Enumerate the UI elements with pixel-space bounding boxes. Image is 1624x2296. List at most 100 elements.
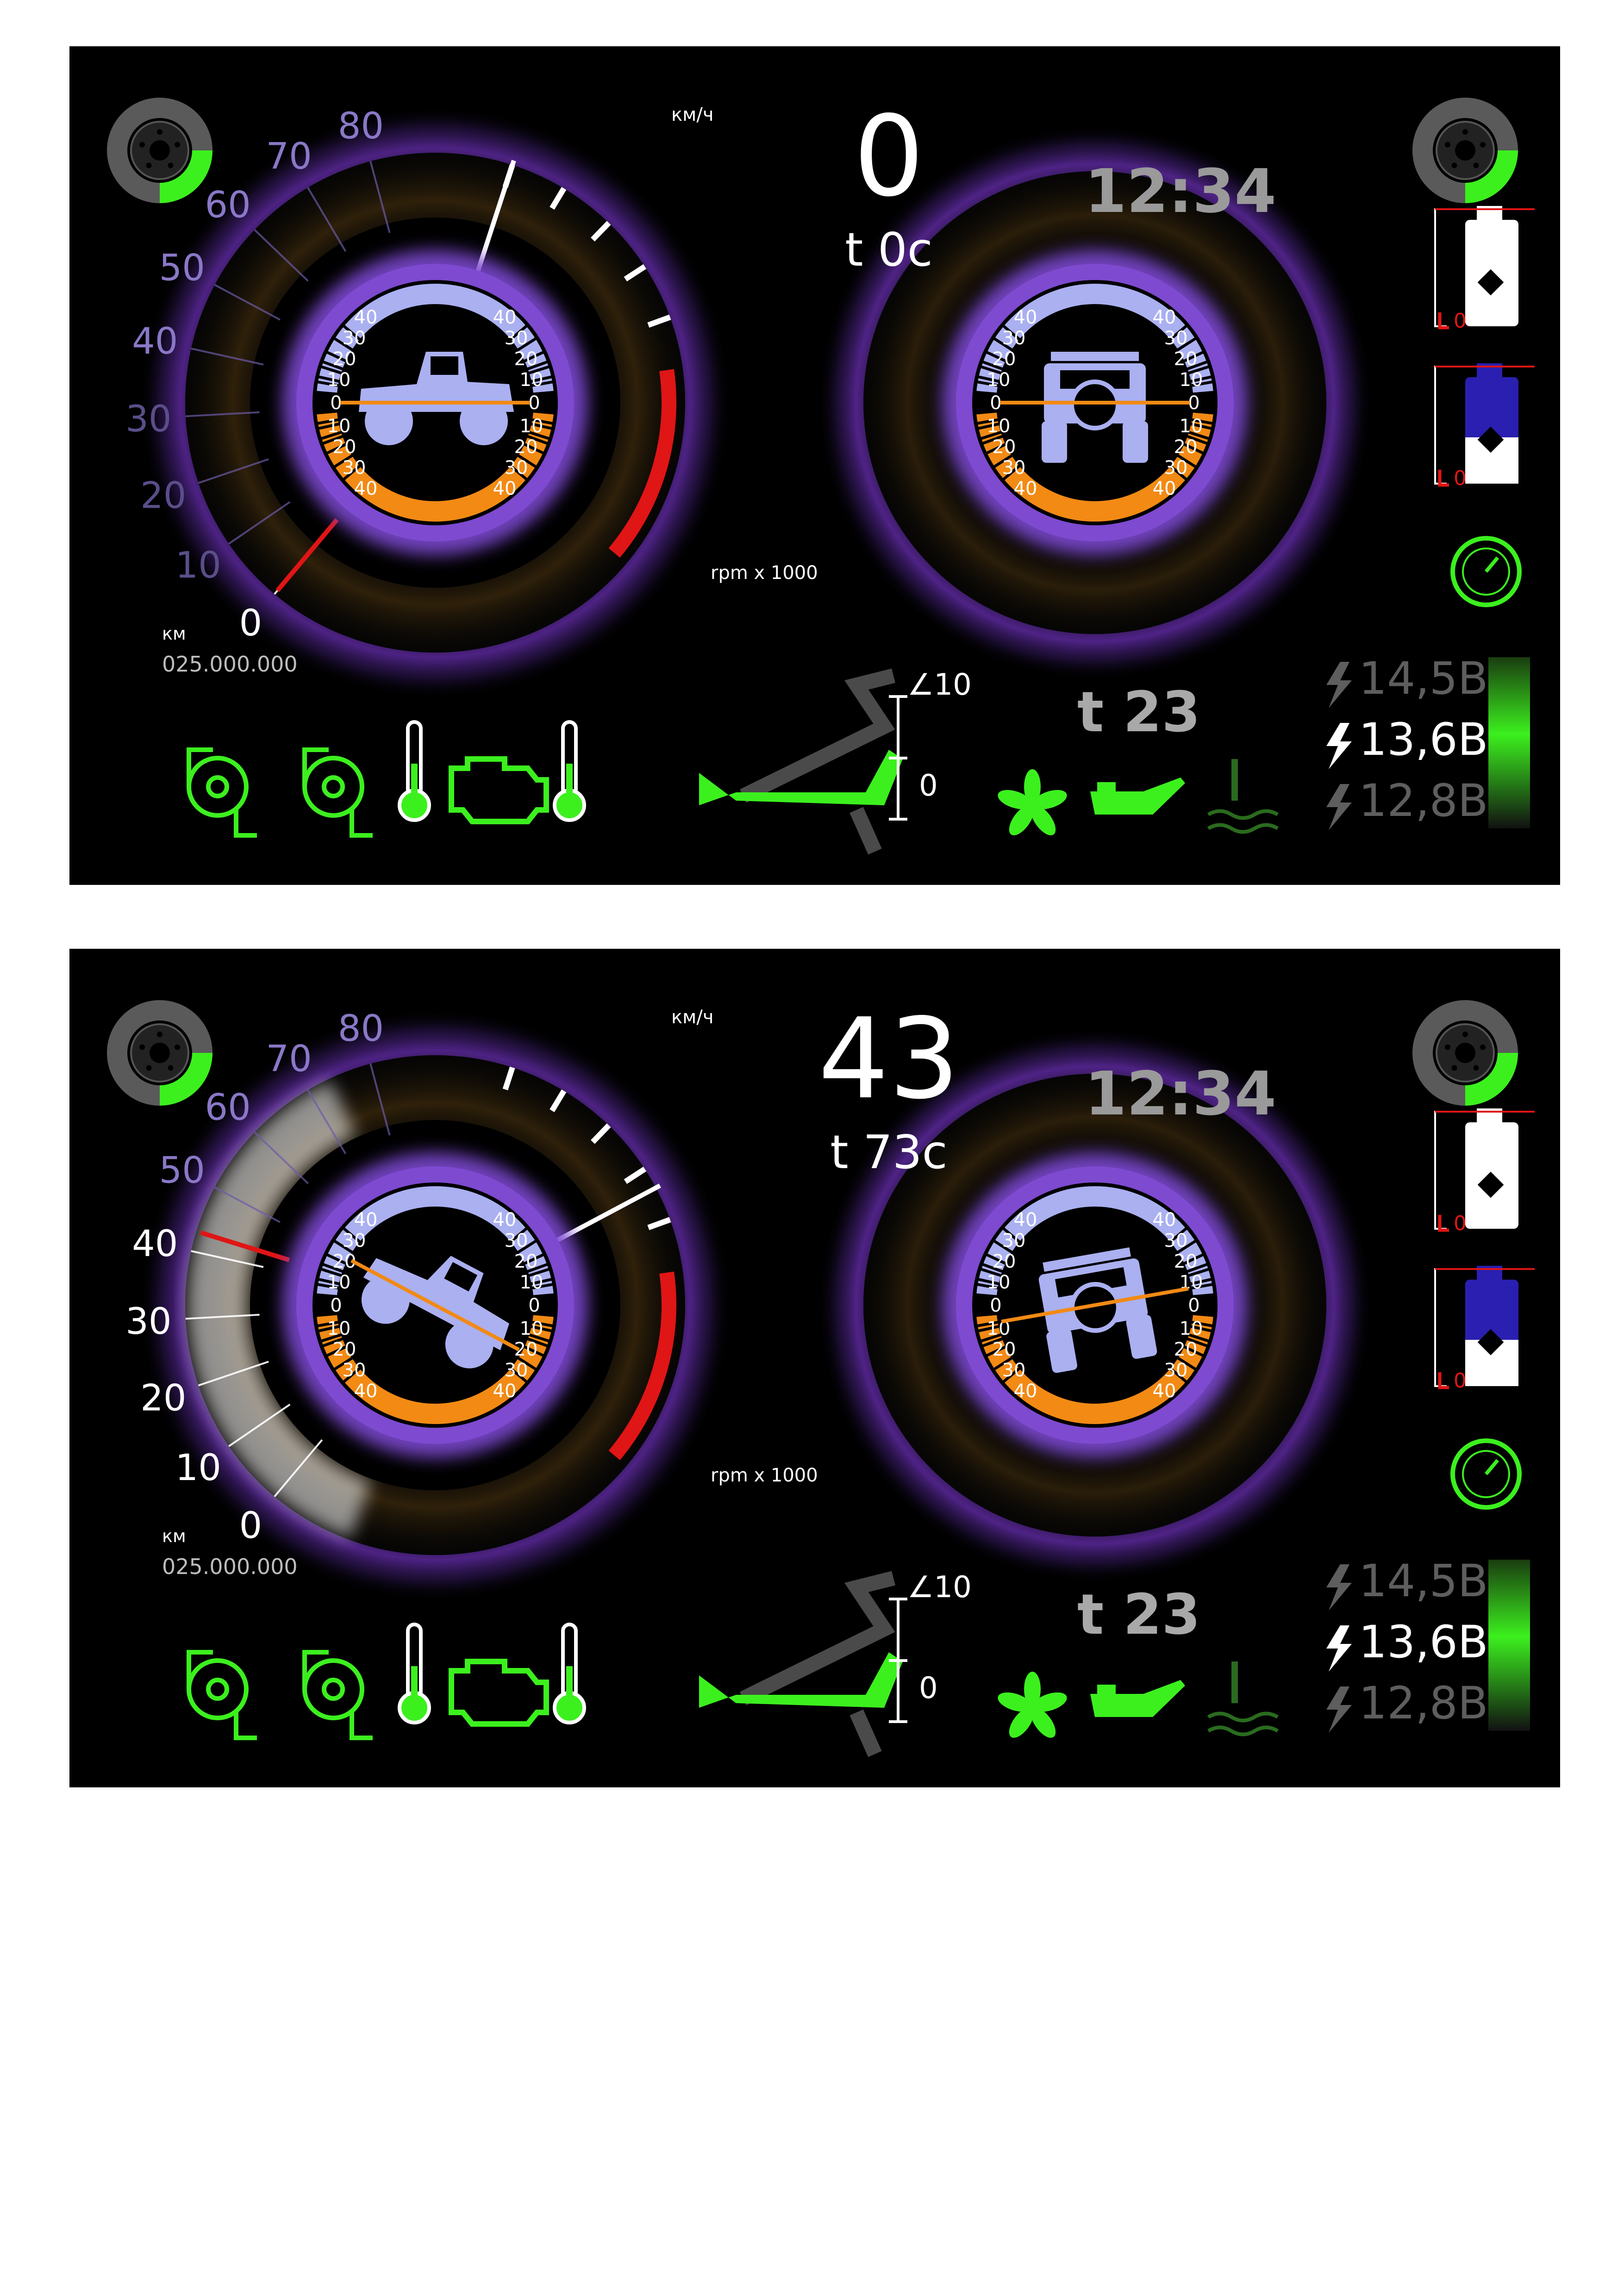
- incline-segment-gap: [318, 1325, 340, 1332]
- incline-segment-gap: [509, 324, 528, 341]
- incline-segment-gap: [1188, 1268, 1209, 1277]
- incline-tick-label: 40: [354, 1209, 378, 1231]
- speed-tick-label: 60: [205, 184, 251, 226]
- incline-segment-gap: [1169, 1367, 1187, 1383]
- incline-segment-gap: [318, 422, 340, 430]
- incline-segment-gap: [527, 360, 548, 371]
- incline-segment-gap: [531, 422, 552, 430]
- incline-segment-gap: [981, 1333, 1002, 1343]
- incline-segment-gap: [1190, 375, 1212, 383]
- speed-tick-label: 80: [338, 106, 384, 147]
- speed-tick-line: [198, 1361, 269, 1387]
- incline-tick-label: 0: [990, 1295, 1001, 1316]
- incline-segment-gap: [1177, 337, 1197, 351]
- incline-tick-label: 20: [993, 1251, 1016, 1272]
- incline-tick-label: 0: [1188, 392, 1199, 414]
- incline-segment-gap: [316, 410, 338, 415]
- turbo-icon: [302, 1650, 373, 1740]
- incline-tick-label: 30: [505, 328, 528, 349]
- incline-segment-gap: [1191, 380, 1213, 387]
- vehicle-wheel: [365, 397, 413, 445]
- incline-segment-gap: [975, 1308, 997, 1312]
- incline-segment-gap: [343, 324, 361, 341]
- incline-lower-arc: [316, 1313, 554, 1424]
- incline-tick-label: 10: [1180, 369, 1203, 391]
- incline-segment-gap: [1193, 405, 1214, 410]
- incline-needle: [350, 1259, 520, 1351]
- trip-timer: t 0c: [845, 223, 933, 277]
- incline-segment-gap: [1191, 1283, 1213, 1290]
- pedal-icon: [699, 668, 907, 855]
- incline-segment-gap: [318, 375, 340, 383]
- rpm-needle: [556, 1183, 661, 1242]
- incline-segment-gap: [531, 1320, 553, 1327]
- incline-tick-label: 0: [990, 392, 1001, 414]
- incline-segment-gap: [981, 365, 1002, 375]
- incline-segment-gap: [322, 1337, 344, 1348]
- speed-tick-line: [369, 161, 391, 233]
- pedal-icon: [699, 1571, 907, 1757]
- incline-segment-gap: [1190, 1325, 1212, 1332]
- dashboard-screen-idle: 0 10 20 30 40 50 60 70 80 40 40 30 30 20 20 10 10 0 0 10 10 2…: [69, 46, 1560, 885]
- incline-segment-gap: [982, 360, 1003, 371]
- incline-segment-gap: [333, 1239, 353, 1254]
- incline-upper-arc: [976, 1186, 1214, 1297]
- incline-segment-gap: [1190, 1278, 1212, 1286]
- lightning-icon: [1326, 662, 1352, 708]
- thermometer-icon: [553, 1623, 586, 1724]
- incline-segment-gap: [1188, 430, 1209, 440]
- thermometer-icon: [553, 720, 586, 822]
- incline-segment-gap: [532, 1312, 555, 1317]
- incline-segment-gap: [523, 1345, 544, 1357]
- incline-segment-gap: [317, 418, 339, 425]
- incline-segment-gap: [986, 1345, 1007, 1357]
- incline-segment-gap: [978, 375, 999, 383]
- odometer-unit: км: [162, 623, 186, 644]
- incline-segment-gap: [975, 410, 998, 415]
- incline-segment-gap: [333, 337, 353, 351]
- thermometer-icon: [398, 1623, 431, 1724]
- rpm-red-zone: [608, 1271, 676, 1460]
- incline-tick-label: 20: [514, 348, 538, 370]
- incline-segment-gap: [1192, 391, 1214, 396]
- incline-segment-gap: [322, 1263, 344, 1273]
- incline-segment-gap: [1169, 324, 1187, 341]
- incline-lower-arc: [976, 411, 1214, 522]
- incline-tick-label: 40: [1153, 1381, 1176, 1402]
- incline-segment-gap: [1193, 1308, 1214, 1312]
- incline-segment-gap: [517, 454, 537, 468]
- incline-tick-label: 20: [333, 348, 356, 370]
- incline-tick-label: 20: [993, 348, 1016, 370]
- engine-temperature: t 23: [1077, 1583, 1201, 1647]
- incline-tick-label: 40: [1014, 307, 1037, 328]
- thermometer-icon: [398, 720, 431, 822]
- incline-segment-gap: [326, 1345, 347, 1357]
- incline-segment-gap: [528, 430, 550, 440]
- speed-readout: 43: [818, 994, 960, 1124]
- incline-segment-gap: [993, 1356, 1013, 1371]
- coolant-icon: [1207, 1661, 1279, 1736]
- incline-segment-gap: [517, 337, 537, 351]
- incline-tick-label: 10: [987, 416, 1011, 437]
- vehicle-window: [1055, 1267, 1127, 1298]
- turbo-icon: [187, 1650, 257, 1740]
- brake-disc-icon: [1412, 1000, 1518, 1106]
- speed-tick-line: [307, 1089, 347, 1155]
- incline-segment-gap: [1191, 1320, 1213, 1327]
- incline-segment-gap: [978, 1278, 999, 1286]
- gauge-icon: [1450, 536, 1522, 607]
- incline-segment-gap: [1188, 1333, 1209, 1343]
- rpm-needle: [475, 160, 516, 272]
- incline-segment-gap: [326, 1253, 347, 1265]
- incline-segment-gap: [532, 1293, 555, 1298]
- fuel-canister-icon: 0: [1434, 206, 1535, 333]
- incline-segment-gap: [322, 360, 344, 371]
- fan-icon: [998, 769, 1067, 835]
- incline-segment-gap: [986, 442, 1007, 454]
- vehicle-spare-wheel: [1069, 380, 1120, 430]
- incline-segment-gap: [1183, 442, 1204, 454]
- incline-tick-label: 10: [327, 1272, 351, 1293]
- vehicle-wheel: [1042, 421, 1067, 463]
- rpm-tick: [624, 264, 647, 282]
- incline-tick-label: 40: [1014, 1381, 1037, 1402]
